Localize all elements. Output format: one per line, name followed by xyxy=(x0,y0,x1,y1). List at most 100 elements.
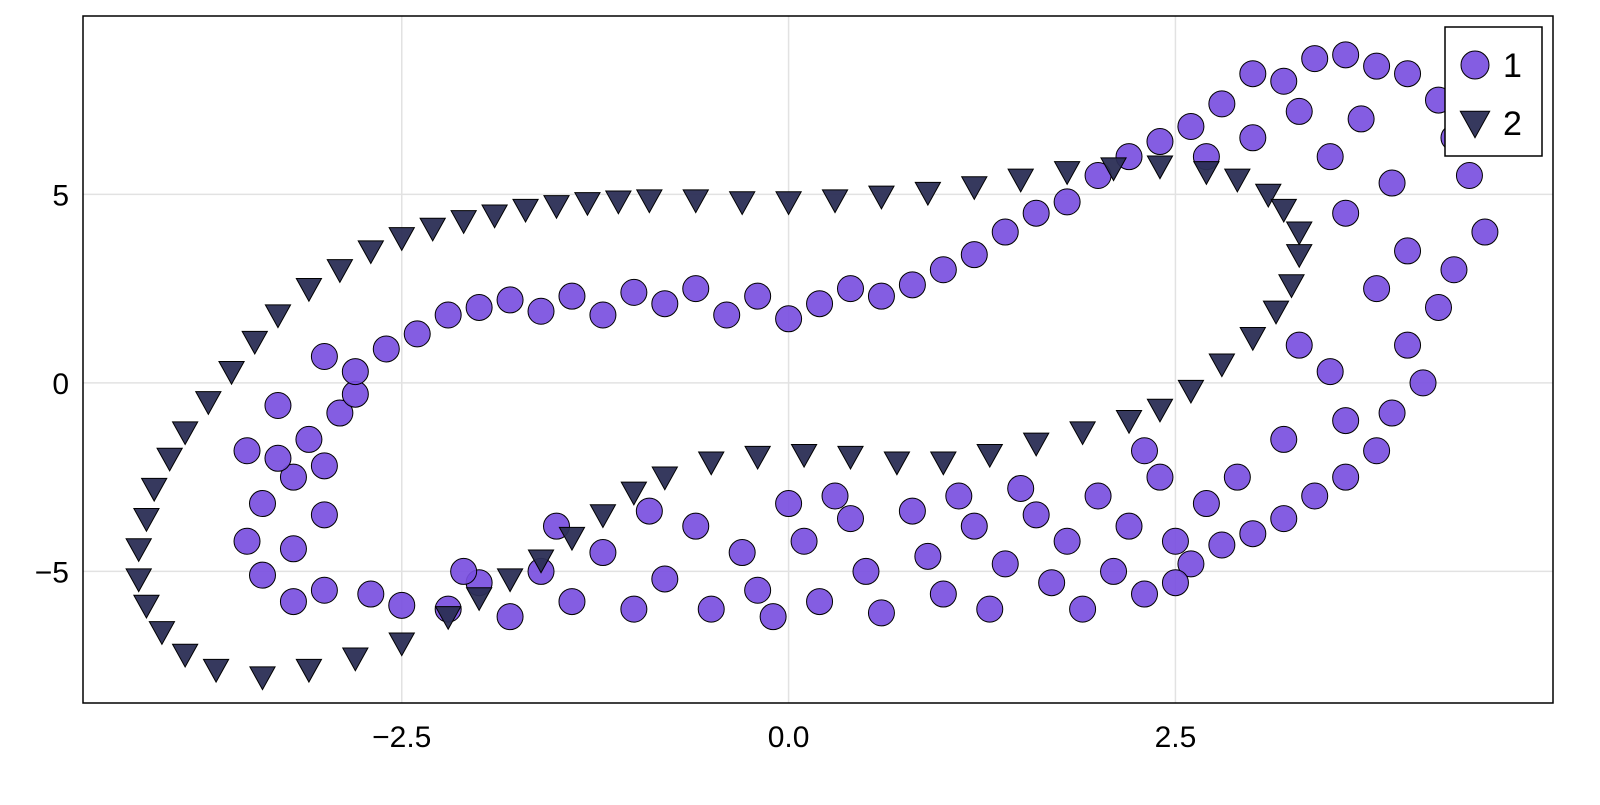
y-tick-label: 0 xyxy=(52,368,69,401)
circle-point xyxy=(1239,60,1267,88)
triangle-point xyxy=(388,632,416,657)
triangle-point xyxy=(295,278,323,303)
triangle-point xyxy=(697,451,725,476)
triangle-point xyxy=(604,190,632,215)
legend: 12 xyxy=(1444,26,1543,157)
circle-point xyxy=(1270,67,1298,95)
circle-point xyxy=(1100,557,1128,585)
circle-point xyxy=(744,576,772,604)
triangle-point xyxy=(357,240,385,265)
triangle-point xyxy=(821,189,849,214)
triangle-point xyxy=(1146,155,1174,180)
triangle-point xyxy=(1223,168,1251,193)
triangle-point xyxy=(125,538,153,563)
triangle-point xyxy=(140,477,168,503)
circle-point xyxy=(496,603,524,631)
circle-point xyxy=(1394,331,1422,359)
triangle-point xyxy=(960,176,988,201)
triangle-point xyxy=(651,466,679,491)
series-1 xyxy=(233,41,1499,631)
circle-point xyxy=(867,282,895,310)
circle-point xyxy=(1270,425,1298,453)
circle-point xyxy=(558,588,586,616)
circle-point xyxy=(403,320,431,348)
circle-point xyxy=(744,282,772,310)
circle-point xyxy=(1409,369,1437,397)
circle-point xyxy=(1161,569,1189,597)
circle-point xyxy=(357,580,385,608)
circle-point xyxy=(651,565,679,593)
triangle-point xyxy=(744,445,772,471)
circle-point xyxy=(1347,105,1375,133)
triangle-point xyxy=(512,198,539,224)
circle-point xyxy=(914,542,942,570)
circle-point xyxy=(697,595,725,623)
circle-point xyxy=(295,425,323,453)
circle-point xyxy=(945,482,973,510)
circle-point xyxy=(991,550,1019,578)
legend-marker-1 xyxy=(1460,50,1490,80)
legend-label: 1 xyxy=(1503,47,1522,85)
circle-point xyxy=(775,305,803,333)
triangle-point xyxy=(1007,168,1035,193)
circle-point xyxy=(1069,595,1097,623)
triangle-point xyxy=(434,606,462,631)
circle-point xyxy=(1394,60,1422,88)
triangle-point xyxy=(914,181,942,207)
circle-point xyxy=(233,437,261,465)
triangle-point xyxy=(558,526,586,552)
circle-point xyxy=(1146,463,1174,491)
triangle-point xyxy=(194,391,222,416)
circle-point xyxy=(775,490,803,518)
circle-point xyxy=(1285,97,1313,125)
triangle-point xyxy=(976,443,1004,469)
triangle-point xyxy=(450,210,478,235)
circle-point xyxy=(790,527,818,555)
circle-point xyxy=(248,490,276,518)
circle-point xyxy=(929,580,957,608)
circle-point xyxy=(1208,531,1236,559)
circle-point xyxy=(1177,550,1205,578)
circle-point xyxy=(1084,482,1112,510)
triangle-point xyxy=(790,443,818,469)
circle-point xyxy=(836,275,864,303)
circle-point xyxy=(279,588,307,616)
circle-point xyxy=(1394,237,1422,265)
triangle-point xyxy=(1254,183,1282,208)
circle-point xyxy=(1022,199,1050,227)
circle-point xyxy=(341,358,369,386)
plot-frame xyxy=(82,15,1554,704)
circle-point xyxy=(976,595,1004,623)
triangle-point xyxy=(620,481,648,506)
circle-point xyxy=(1038,569,1066,597)
triangle-point xyxy=(1053,161,1081,186)
legend-marker-2 xyxy=(1459,110,1491,139)
circle-point xyxy=(1363,52,1391,80)
triangle-point xyxy=(837,445,864,471)
triangle-point xyxy=(1177,379,1205,405)
circle-point xyxy=(264,392,292,420)
circle-point xyxy=(1316,143,1344,171)
triangle-point xyxy=(1208,353,1236,378)
circle-point xyxy=(1053,527,1081,555)
circle-point xyxy=(326,399,354,427)
circle-point xyxy=(1177,112,1205,140)
triangle-point xyxy=(728,191,756,216)
data-marks xyxy=(125,41,1499,691)
triangle-point xyxy=(573,192,601,217)
circle-point xyxy=(1440,256,1468,284)
circle-point xyxy=(1192,490,1220,518)
circle-point xyxy=(264,444,292,472)
circle-point xyxy=(1239,124,1267,152)
circle-point xyxy=(388,591,416,619)
triangle-point xyxy=(249,666,276,691)
axis-ticks: −2.5 0.0 2.5 −5 0 5 xyxy=(35,179,1197,754)
circle-point xyxy=(527,297,555,325)
circle-point xyxy=(310,576,338,604)
circle-point xyxy=(310,342,338,370)
triangle-point xyxy=(589,504,617,529)
legend-box xyxy=(1444,26,1543,157)
circle-point xyxy=(821,482,849,510)
triangle-point xyxy=(775,191,803,216)
circle-point xyxy=(279,535,307,563)
